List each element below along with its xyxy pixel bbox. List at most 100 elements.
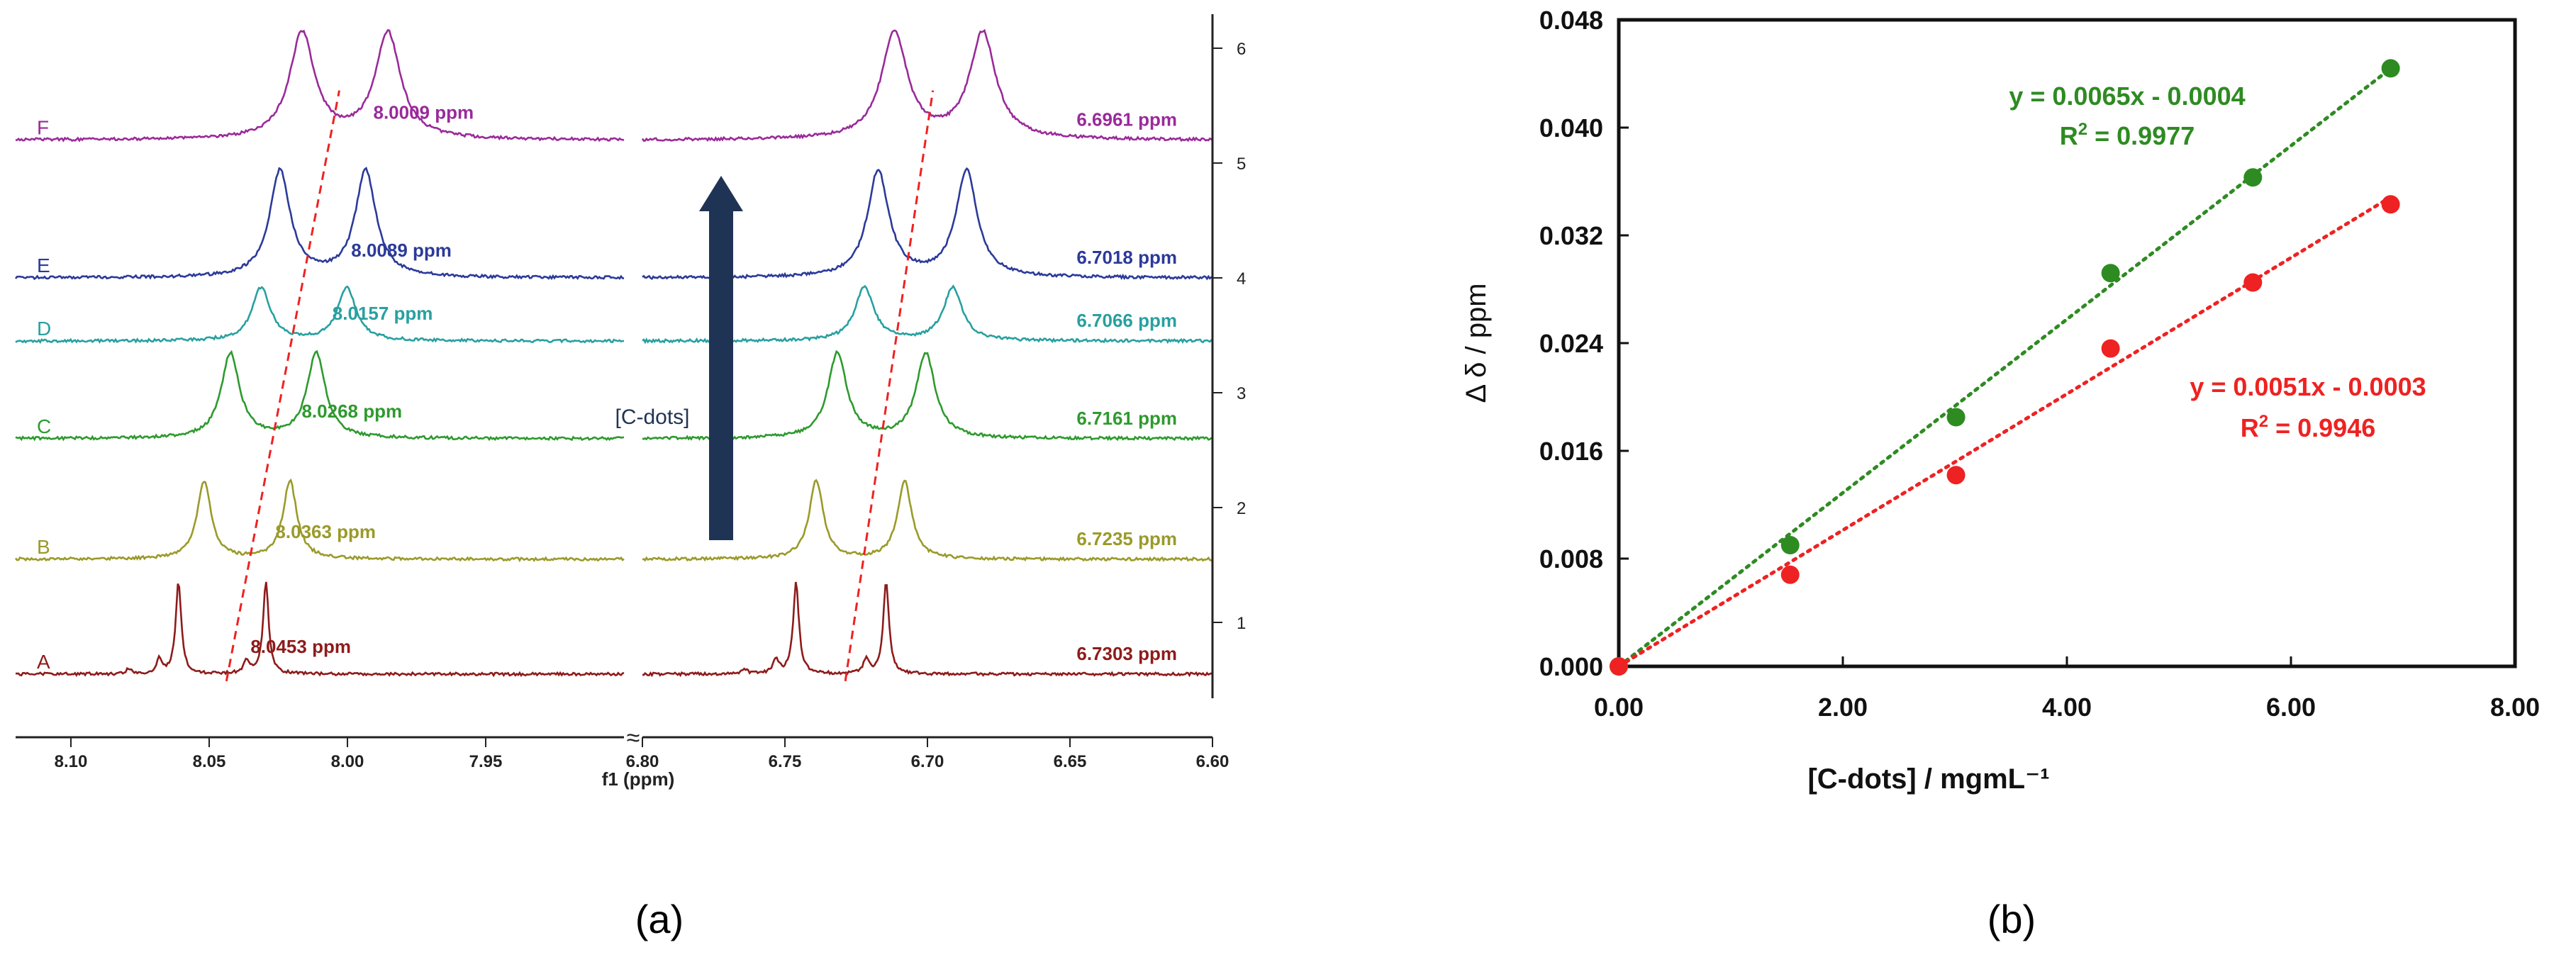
y-tick-label: 0.032 [1539, 221, 1603, 250]
left-shift-value: 8.0268 ppm [301, 401, 402, 422]
y-tick-label: 0.048 [1539, 6, 1603, 35]
concentration-arrow-shaft [709, 210, 733, 540]
red-data-point [1780, 565, 1800, 584]
red-data-point [1946, 466, 1966, 485]
red-r2-value: = 0.9946 [2268, 413, 2375, 442]
right-shift-value: 6.7235 ppm [1076, 528, 1177, 549]
right-shift-value: 6.7018 ppm [1076, 247, 1177, 268]
green-r2-superscript: 2 [2078, 120, 2087, 139]
spectrum-trace-E-right [642, 167, 1213, 281]
spectrum-trace-E-left [14, 167, 625, 281]
panel-b-label: (b) [1987, 897, 2036, 941]
green-r2-value: = 0.9977 [2087, 121, 2195, 150]
y-tick-label: 0.000 [1539, 652, 1603, 681]
spectrum-label: D [37, 318, 51, 340]
x-tick-label: 4.00 [2042, 693, 2092, 722]
green-data-point [1780, 536, 1800, 554]
red-r2-superscript: 2 [2259, 412, 2268, 431]
x-axis-label: f1 (ppm) [602, 768, 675, 790]
green-fit-r2: R2 = 0.9977 [2060, 120, 2195, 150]
shift-guide-lines [225, 90, 935, 682]
red-fit-r2: R2 = 0.9946 [2241, 412, 2376, 442]
x-tick-label: 0.00 [1594, 693, 1644, 722]
spectrum-label: E [37, 254, 50, 276]
spectrum-trace-B-right [642, 478, 1213, 562]
x-tick-label: 6.80 [626, 752, 659, 771]
spectrum-label: B [37, 536, 50, 558]
spectrum-trace-F-left [15, 29, 625, 142]
y-tick-label: 0.040 [1539, 113, 1603, 142]
x-axis-ticks: 0.00 2.00 4.00 6.00 8.00 [1594, 656, 2540, 722]
green-data-point [2101, 264, 2120, 283]
x-tick-label: 8.10 [55, 752, 88, 771]
left-shift-value: 8.0157 ppm [333, 303, 433, 324]
x-tick-label: 8.00 [331, 752, 364, 771]
red-data-point [2101, 339, 2120, 358]
spectrum-trace-B-left [14, 478, 625, 563]
plot-frame [1617, 18, 2517, 668]
intensity-tick-label: 6 [1237, 40, 1246, 59]
red-r2-symbol: R [2241, 413, 2259, 442]
x-tick-label: 2.00 [1818, 693, 1868, 722]
intensity-tick-label: 4 [1237, 269, 1246, 289]
spectrum-trace-C-right [642, 349, 1213, 442]
green-data-point [2381, 59, 2400, 78]
intensity-tick-label: 2 [1237, 499, 1246, 518]
spectrum-trace-F-right [641, 28, 1213, 142]
data-points [1610, 59, 2400, 676]
intensity-tick-label: 5 [1237, 155, 1246, 174]
red-data-point [2381, 195, 2400, 214]
green-fit-equation: y = 0.0065x - 0.0004 [2009, 82, 2245, 111]
left-shift-guide [225, 90, 340, 682]
intensity-tick-label: 1 [1237, 614, 1246, 633]
nmr-spectra-panel: A 8.0453 ppm 6.7303 ppm B 8.0363 ppm 6.7235 p… [14, 14, 1246, 941]
spectrum-trace-C-left [15, 349, 625, 442]
x-axis-ticks: 8.10 8.05 8.00 7.95 6.80 6.75 6.70 6.65 6.60 [55, 737, 1230, 771]
x-tick-label: 6.75 [769, 752, 802, 771]
concentration-arrow-head [699, 176, 743, 211]
spectrum-trace-D-right [642, 284, 1213, 345]
x-axis-label: [C-dots] / mgmL⁻¹ [1807, 763, 2049, 795]
spectrum-trace-D-left [15, 285, 625, 345]
x-tick-label: 7.95 [469, 752, 503, 771]
shift-vs-concentration-panel: 0.000 0.008 0.016 0.024 0.032 0.040 0.048 0.00… [1461, 6, 2540, 941]
y-axis-ticks: 0.000 0.008 0.016 0.024 0.032 0.040 0.048 [1539, 6, 1629, 681]
green-data-point [2243, 168, 2263, 187]
left-shift-value: 8.0453 ppm [250, 636, 351, 657]
panel-a-label: (a) [635, 897, 684, 941]
right-shift-value: 6.7066 ppm [1076, 310, 1177, 331]
intensity-axis-ticks: 1 2 3 4 5 6 [1212, 40, 1246, 633]
left-shift-value: 8.0009 ppm [373, 102, 474, 123]
x-tick-label: 6.65 [1054, 752, 1087, 771]
spectrum-label: A [37, 651, 50, 673]
axis-break-mark: ≈ [627, 724, 640, 751]
spectra-group: A 8.0453 ppm 6.7303 ppm B 8.0363 ppm 6.7235 p… [14, 28, 1213, 678]
spectrum-label: F [37, 117, 49, 139]
red-fit-equation: y = 0.0051x - 0.0003 [2190, 372, 2426, 401]
y-tick-label: 0.008 [1539, 544, 1603, 573]
spectrum-trace-A-left [15, 581, 625, 678]
right-shift-value: 6.6961 ppm [1076, 109, 1177, 130]
spectrum-trace-A-right [642, 581, 1213, 678]
green-r2-symbol: R [2060, 121, 2078, 150]
y-tick-label: 0.024 [1539, 329, 1603, 358]
right-shift-value: 6.7303 ppm [1076, 643, 1177, 664]
left-shift-value: 8.0363 ppm [275, 521, 376, 542]
y-axis-label: Δ δ / ppm [1461, 283, 1492, 403]
x-tick-label: 6.70 [911, 752, 944, 771]
red-fit-line [1617, 195, 2393, 668]
x-tick-label: 8.05 [193, 752, 226, 771]
green-fit-line [1617, 67, 2393, 668]
red-data-point [1610, 657, 1628, 676]
green-data-point [1946, 408, 1966, 427]
x-tick-label: 6.00 [2266, 693, 2316, 722]
left-shift-value: 8.0089 ppm [351, 240, 452, 261]
y-tick-label: 0.016 [1539, 437, 1603, 466]
x-tick-label: 6.60 [1196, 752, 1230, 771]
spectrum-label: C [37, 415, 51, 437]
right-shift-guide [844, 90, 935, 682]
right-shift-value: 6.7161 ppm [1076, 408, 1177, 429]
arrow-label: [C-dots] [615, 405, 689, 429]
intensity-tick-label: 3 [1237, 384, 1246, 403]
